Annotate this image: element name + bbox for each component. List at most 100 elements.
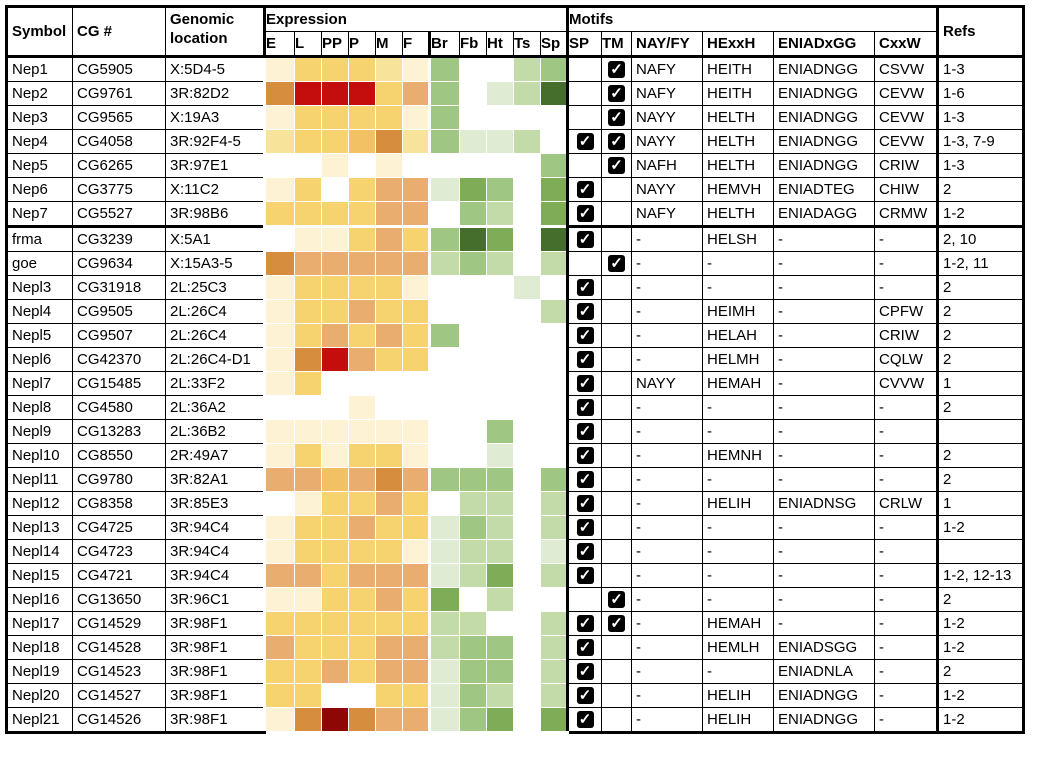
tm-checkbox-cell bbox=[601, 563, 632, 588]
eniadxgg-motif: ENIADSGG bbox=[773, 635, 875, 660]
genomic-location: 2L:36B2 bbox=[165, 419, 265, 444]
expression-swatch-m bbox=[375, 201, 403, 227]
cg-number: CG31918 bbox=[72, 275, 166, 300]
eniadxgg-motif: ENIADNSG bbox=[773, 491, 875, 516]
hexxh-motif: HELTH bbox=[702, 105, 774, 130]
eniadxgg-motif: - bbox=[773, 443, 875, 468]
cg-number: CG3239 bbox=[72, 225, 166, 252]
hexxh-motif: - bbox=[702, 515, 774, 540]
expression-swatch-pp bbox=[321, 395, 349, 420]
expression-swatch-l bbox=[294, 129, 322, 154]
cxxw-motif: - bbox=[874, 467, 938, 492]
header-expression-br: Br bbox=[428, 31, 460, 58]
expression-swatch-p bbox=[348, 683, 376, 708]
tm-checkbox-cell: ✓ bbox=[601, 153, 632, 178]
checkbox-checked-icon: ✓ bbox=[576, 567, 594, 585]
tm-checkbox-cell bbox=[601, 539, 632, 564]
expression-swatch-pp bbox=[321, 153, 349, 178]
refs: 2 bbox=[936, 275, 1025, 300]
sp-checkbox-cell: ✓ bbox=[566, 443, 602, 468]
nay-fy-motif: - bbox=[631, 539, 703, 564]
tm-checkbox-cell bbox=[601, 201, 632, 227]
expression-swatch-p bbox=[348, 251, 376, 276]
sp-checkbox-cell: ✓ bbox=[566, 635, 602, 660]
tissue-swatch-fb bbox=[459, 153, 487, 178]
nay-fy-motif: - bbox=[631, 563, 703, 588]
hexxh-motif: HEMLH bbox=[702, 635, 774, 660]
expression-swatch-p bbox=[348, 707, 376, 734]
genomic-location: X:5D4-5 bbox=[165, 56, 265, 82]
cxxw-motif: - bbox=[874, 515, 938, 540]
expression-swatch-p bbox=[348, 587, 376, 612]
table-row: Nepl16 CG13650 3R:96C1 ✓ - - - -2 bbox=[5, 587, 1025, 612]
nay-fy-motif: NAFH bbox=[631, 153, 703, 178]
tm-checkbox-cell bbox=[601, 275, 632, 300]
cxxw-motif: - bbox=[874, 635, 938, 660]
refs: 2 bbox=[936, 177, 1025, 202]
refs: 1-2, 11 bbox=[936, 251, 1025, 276]
tissue-swatch-ts bbox=[513, 225, 541, 252]
checkbox-checked-icon: ✓ bbox=[576, 543, 594, 561]
gene-symbol: Nepl19 bbox=[5, 659, 73, 684]
gene-symbol: Nepl16 bbox=[5, 587, 73, 612]
refs: 2 bbox=[936, 395, 1025, 420]
gene-symbol: Nepl9 bbox=[5, 419, 73, 444]
expression-swatch-e bbox=[263, 129, 295, 154]
nay-fy-motif: - bbox=[631, 491, 703, 516]
cg-number: CG14523 bbox=[72, 659, 166, 684]
expression-swatch-l bbox=[294, 563, 322, 588]
table-row: Nepl5 CG9507 2L:26C4 ✓ - HELAH - CRIW 2 bbox=[5, 323, 1025, 348]
expression-swatch-e bbox=[263, 201, 295, 227]
eniadxgg-motif: ENIADNGG bbox=[773, 707, 875, 734]
tissue-swatch-ht bbox=[486, 707, 514, 734]
gene-symbol: Nepl12 bbox=[5, 491, 73, 516]
tissue-swatch-ts bbox=[513, 707, 541, 734]
tissue-swatch-fb bbox=[459, 539, 487, 564]
gene-symbol: Nepl6 bbox=[5, 347, 73, 372]
tissue-swatch-sp bbox=[540, 225, 568, 252]
expression-swatch-pp bbox=[321, 635, 349, 660]
tm-checkbox-cell bbox=[601, 177, 632, 202]
tissue-swatch-ts bbox=[513, 177, 541, 202]
expression-swatch-e bbox=[263, 563, 295, 588]
tm-checkbox-cell: ✓ bbox=[601, 587, 632, 612]
expression-swatch-l bbox=[294, 251, 322, 276]
expression-swatch-p bbox=[348, 129, 376, 154]
checkbox-checked-icon: ✓ bbox=[576, 639, 594, 657]
tissue-swatch-ts bbox=[513, 395, 541, 420]
tissue-swatch-fb bbox=[459, 201, 487, 227]
expression-swatch-pp bbox=[321, 707, 349, 734]
expression-swatch-p bbox=[348, 201, 376, 227]
refs: 1-3 bbox=[936, 105, 1025, 130]
tissue-swatch-sp bbox=[540, 395, 568, 420]
sp-checkbox-cell: ✓ bbox=[566, 299, 602, 324]
tissue-swatch-ts bbox=[513, 515, 541, 540]
header-expression-e: E bbox=[263, 31, 295, 58]
sp-checkbox-cell: ✓ bbox=[566, 515, 602, 540]
tissue-swatch-ht bbox=[486, 611, 514, 636]
expression-swatch-pp bbox=[321, 56, 349, 82]
genomic-location: 3R:82A1 bbox=[165, 467, 265, 492]
eniadxgg-motif: - bbox=[773, 539, 875, 564]
tissue-swatch-sp bbox=[540, 347, 568, 372]
tissue-swatch-ts bbox=[513, 683, 541, 708]
tissue-swatch-br bbox=[428, 251, 460, 276]
genomic-location: X:11C2 bbox=[165, 177, 265, 202]
tissue-swatch-ts bbox=[513, 81, 541, 106]
header-expression-sp: Sp bbox=[540, 31, 568, 58]
expression-swatch-m bbox=[375, 707, 403, 734]
expression-swatch-p bbox=[348, 443, 376, 468]
expression-swatch-f bbox=[402, 225, 430, 252]
expression-swatch-f bbox=[402, 129, 430, 154]
gene-symbol: Nepl17 bbox=[5, 611, 73, 636]
hexxh-motif: HEIMH bbox=[702, 299, 774, 324]
expression-swatch-p bbox=[348, 659, 376, 684]
tissue-swatch-ts bbox=[513, 275, 541, 300]
expression-swatch-f bbox=[402, 275, 430, 300]
cg-number: CG42370 bbox=[72, 347, 166, 372]
eniadxgg-motif: - bbox=[773, 419, 875, 444]
tissue-swatch-br bbox=[428, 347, 460, 372]
expression-swatch-m bbox=[375, 683, 403, 708]
expression-swatch-l bbox=[294, 105, 322, 130]
cxxw-motif: - bbox=[874, 275, 938, 300]
